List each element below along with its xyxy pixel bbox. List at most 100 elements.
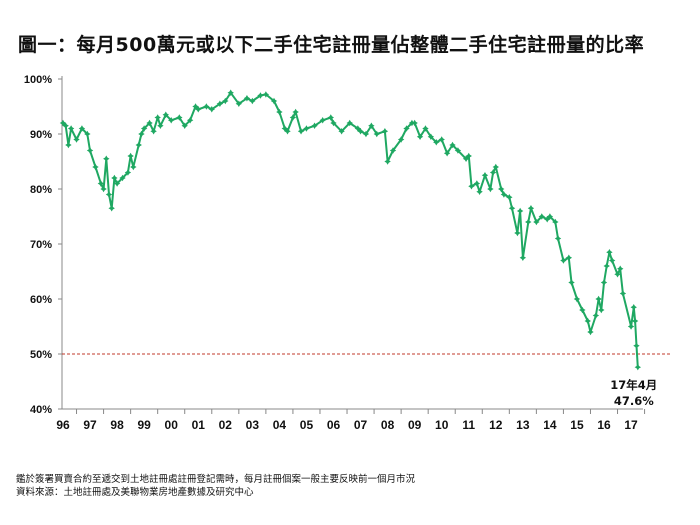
x-tick-label: 03	[246, 418, 260, 432]
y-tick-label: 50%	[30, 349, 52, 361]
data-point	[65, 141, 72, 149]
data-point	[573, 295, 581, 303]
data-point	[235, 100, 243, 107]
data-point	[154, 114, 161, 121]
data-point	[454, 147, 462, 154]
chart-title: 圖一：每月500萬元或以下二手住宅註冊量佔整體二手住宅註冊量的比率	[18, 34, 645, 56]
data-point	[103, 155, 110, 162]
data-point	[289, 114, 297, 121]
x-tick-label: 07	[354, 418, 368, 432]
data-point	[422, 125, 429, 132]
data-point	[105, 191, 113, 198]
data-point	[603, 262, 610, 270]
data-point	[560, 257, 567, 264]
data-point	[67, 125, 75, 132]
data-point	[403, 125, 410, 132]
data-point	[181, 122, 188, 129]
data-point	[124, 169, 132, 176]
data-point	[492, 163, 499, 171]
data-point	[97, 180, 105, 187]
data-point	[473, 180, 481, 187]
x-tick-label: 16	[597, 418, 611, 432]
data-point	[186, 117, 194, 124]
data-point	[330, 119, 337, 127]
data-point	[270, 97, 278, 105]
data-point	[195, 106, 202, 113]
x-tick-label: 09	[408, 418, 422, 432]
annotation-date: 17年4月	[610, 378, 657, 392]
data-point	[257, 92, 264, 99]
data-point	[552, 218, 559, 226]
data-point	[140, 125, 148, 132]
data-point	[427, 133, 435, 140]
x-tick-label: 08	[381, 418, 395, 432]
data-point	[150, 128, 157, 135]
data-point	[62, 122, 69, 129]
data-point	[346, 119, 353, 127]
data-point	[568, 279, 575, 286]
data-point	[249, 97, 256, 105]
data-point	[508, 205, 516, 212]
x-tick-label: 01	[192, 418, 206, 432]
data-point	[381, 128, 389, 135]
data-point	[130, 163, 137, 171]
data-point	[525, 218, 532, 226]
data-point	[514, 229, 521, 237]
data-point	[584, 317, 591, 325]
data-point	[368, 122, 375, 129]
x-tick-label: 98	[110, 418, 124, 432]
data-point	[630, 304, 637, 311]
data-point	[284, 128, 291, 135]
data-point	[462, 155, 470, 162]
data-point	[487, 185, 494, 193]
data-point	[276, 108, 283, 116]
data-point	[138, 130, 145, 138]
data-point	[449, 141, 456, 149]
y-tick-label: 60%	[30, 294, 52, 306]
x-tick-label: 06	[327, 418, 341, 432]
data-point	[506, 194, 513, 201]
data-point	[500, 191, 508, 198]
data-point	[292, 108, 299, 116]
x-tick-label: 04	[273, 418, 287, 432]
data-point	[119, 174, 126, 182]
data-point	[519, 254, 527, 261]
data-point	[108, 205, 115, 212]
data-point	[468, 183, 475, 190]
data-point	[476, 188, 483, 195]
data-point	[565, 254, 573, 261]
data-point	[157, 122, 164, 129]
data-point	[59, 119, 67, 127]
data-point	[608, 257, 616, 264]
data-point	[389, 147, 397, 154]
data-point	[222, 97, 229, 105]
data-point	[84, 130, 91, 138]
data-point	[438, 136, 445, 143]
data-point	[538, 213, 545, 220]
data-point	[595, 295, 602, 303]
data-point	[481, 172, 489, 179]
x-tick-label: 99	[137, 418, 151, 432]
data-point	[516, 207, 524, 215]
data-point	[327, 114, 334, 121]
data-point	[546, 213, 554, 220]
data-point	[606, 249, 613, 256]
data-point	[311, 122, 318, 129]
data-point	[617, 265, 624, 272]
data-point	[489, 169, 497, 176]
data-point	[281, 125, 289, 132]
data-point	[203, 103, 210, 110]
data-point	[354, 125, 362, 132]
data-point	[146, 119, 153, 127]
data-point	[498, 185, 505, 193]
x-tick-label: 15	[570, 418, 584, 432]
series-line	[62, 91, 639, 368]
data-point	[598, 306, 605, 314]
data-point	[627, 323, 635, 330]
data-point	[543, 216, 551, 223]
data-point	[416, 133, 424, 140]
data-point	[362, 130, 370, 138]
data-point	[135, 141, 142, 149]
data-point	[319, 117, 326, 124]
y-tick-label: 80%	[30, 184, 52, 196]
